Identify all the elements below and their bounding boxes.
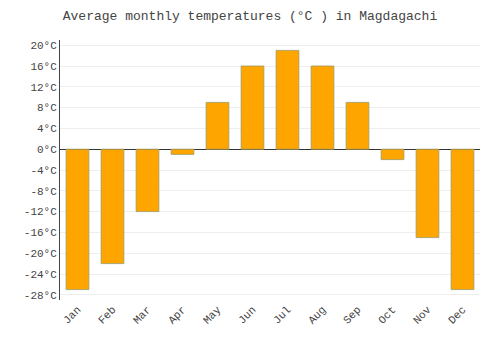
- svg-text:-16°C: -16°C: [24, 227, 57, 239]
- svg-text:12°C: 12°C: [30, 82, 57, 94]
- svg-text:Jan: Jan: [61, 304, 83, 326]
- svg-text:-8°C: -8°C: [30, 186, 57, 198]
- svg-text:Aug: Aug: [306, 304, 328, 326]
- svg-text:4°C: 4°C: [37, 123, 57, 135]
- svg-text:8°C: 8°C: [37, 102, 57, 114]
- svg-text:Average monthly temperatures (: Average monthly temperatures (°C ) in Ma…: [63, 9, 438, 24]
- svg-text:May: May: [201, 304, 224, 327]
- svg-text:Apr: Apr: [166, 304, 188, 326]
- svg-text:-12°C: -12°C: [24, 206, 57, 218]
- svg-text:-24°C: -24°C: [24, 269, 57, 281]
- svg-text:20°C: 20°C: [30, 40, 57, 52]
- svg-text:Nov: Nov: [411, 304, 434, 327]
- svg-text:-28°C: -28°C: [24, 290, 57, 302]
- svg-text:Oct: Oct: [376, 304, 398, 326]
- svg-text:Dec: Dec: [446, 304, 468, 326]
- svg-text:Mar: Mar: [131, 304, 153, 326]
- svg-text:-4°C: -4°C: [30, 165, 57, 177]
- svg-text:Feb: Feb: [96, 304, 118, 326]
- svg-text:0°C: 0°C: [37, 144, 57, 156]
- svg-text:-20°C: -20°C: [24, 248, 57, 260]
- svg-text:Sep: Sep: [341, 304, 363, 326]
- svg-text:Jul: Jul: [271, 304, 293, 326]
- svg-text:16°C: 16°C: [30, 61, 57, 73]
- svg-text:Jun: Jun: [236, 304, 258, 326]
